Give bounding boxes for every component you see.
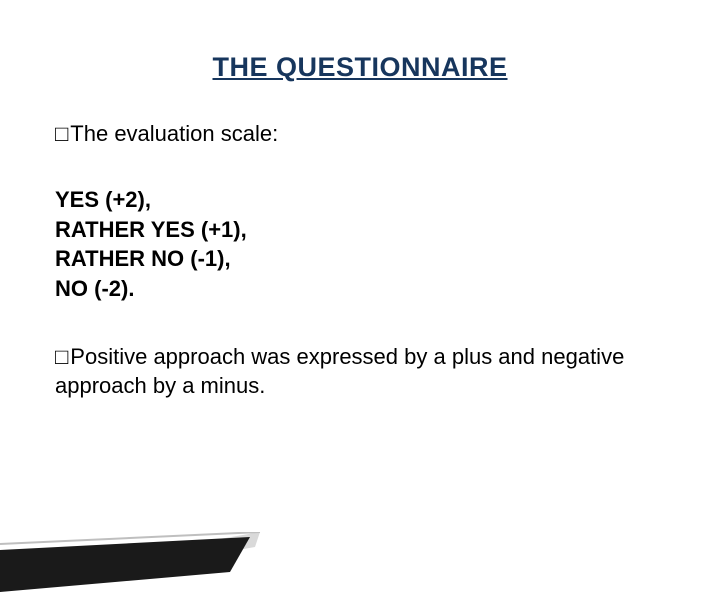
checkbox-icon: □: [55, 121, 68, 147]
decoration-light-shape: [0, 532, 260, 592]
bullet-text: Positive approach was expressed by a plu…: [55, 344, 624, 399]
decoration-dark-shape: [0, 537, 250, 592]
decoration-top-line: [0, 532, 260, 544]
scale-line: RATHER NO (-1),: [55, 244, 665, 274]
evaluation-scale: YES (+2), RATHER YES (+1), RATHER NO (-1…: [55, 185, 665, 304]
scale-line: YES (+2),: [55, 185, 665, 215]
bullet-item-2: □Positive approach was expressed by a pl…: [55, 342, 665, 401]
bullet-text: The evaluation scale:: [70, 121, 278, 146]
corner-decoration: [0, 532, 320, 592]
scale-line: RATHER YES (+1),: [55, 215, 665, 245]
checkbox-icon: □: [55, 342, 68, 372]
slide-body: □The evaluation scale: YES (+2), RATHER …: [0, 121, 720, 401]
scale-line: NO (-2).: [55, 274, 665, 304]
slide-title: THE QUESTIONNAIRE: [0, 52, 720, 83]
bullet-item-1: □The evaluation scale:: [55, 121, 665, 147]
